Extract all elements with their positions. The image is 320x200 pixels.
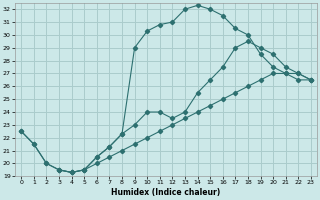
X-axis label: Humidex (Indice chaleur): Humidex (Indice chaleur) — [111, 188, 221, 197]
